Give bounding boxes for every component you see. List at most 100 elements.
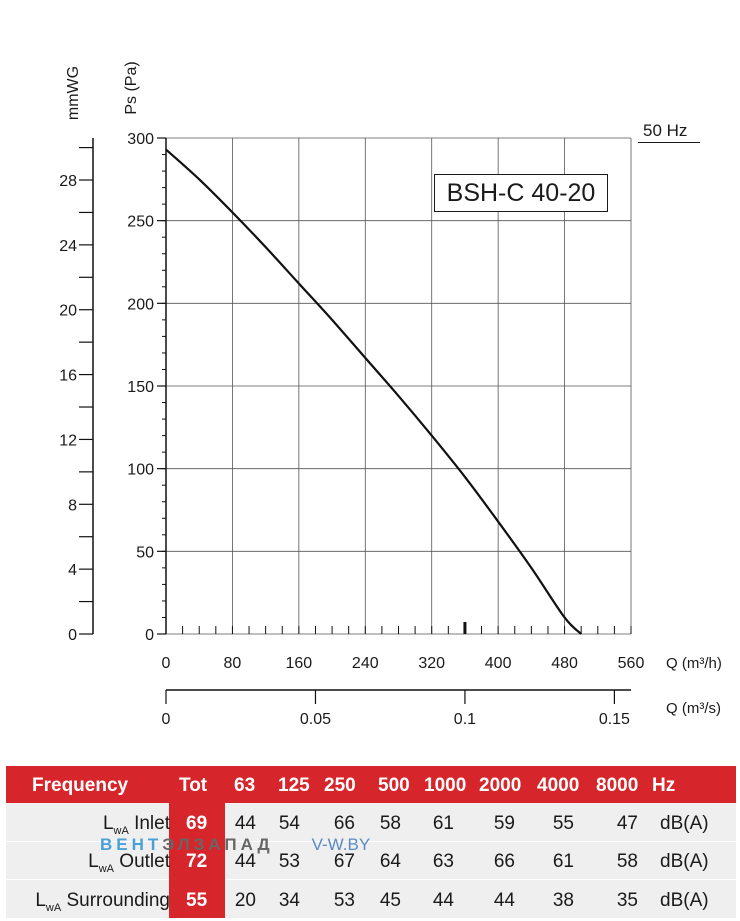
band-value: 44 xyxy=(234,813,256,834)
x-tick-label: 480 xyxy=(551,655,578,672)
x2-tick-label: 0.05 xyxy=(300,711,331,728)
tot-value: 69 xyxy=(186,813,208,834)
y2-tick-label: 24 xyxy=(59,238,77,255)
unit-cell: dB(A) xyxy=(660,890,709,911)
header-cell: 2000 xyxy=(479,775,522,796)
y-tick-label: 150 xyxy=(127,379,154,396)
header-cell: 500 xyxy=(378,775,410,796)
header-cell: 250 xyxy=(324,775,356,796)
y2-tick-label: 0 xyxy=(68,627,77,644)
band-value: 61 xyxy=(552,851,574,872)
table-row xyxy=(6,803,736,841)
band-value: 44 xyxy=(432,890,454,911)
y-tick-label: 0 xyxy=(145,627,154,644)
table-header-row xyxy=(6,766,736,803)
x-tick-label: 80 xyxy=(224,655,242,672)
x-tick-label: 560 xyxy=(618,655,645,672)
header-frequency: Frequency xyxy=(32,775,129,796)
header-cell: 125 xyxy=(278,775,310,796)
chart-grid xyxy=(165,137,632,635)
row-label: LwA Surrounding xyxy=(35,890,170,914)
y2-tick-label: 28 xyxy=(59,173,77,190)
x-tick-label: 240 xyxy=(352,655,379,672)
chart-ticks xyxy=(79,137,632,704)
row-label-rest: Surrounding xyxy=(61,890,170,911)
band-value: 58 xyxy=(379,813,401,834)
sound-power-table: Frequency Tot 63 125 250 500 1000 2000 4000 8000 H… xyxy=(6,766,736,918)
band-value: 59 xyxy=(493,813,515,834)
tot-column xyxy=(169,803,225,918)
band-value: 55 xyxy=(552,813,574,834)
row-label-rest: Inlet xyxy=(128,813,170,834)
band-value: 54 xyxy=(278,813,300,834)
row-separator xyxy=(6,841,736,842)
row-label-main: L xyxy=(102,813,114,834)
y-tick-label: 100 xyxy=(127,462,154,479)
y2-tick-label: 12 xyxy=(59,432,77,449)
band-value: 47 xyxy=(616,813,638,834)
y-tick-label: 50 xyxy=(136,544,154,561)
table-row xyxy=(6,880,736,918)
header-cell: 1000 xyxy=(424,775,467,796)
header-cell: 4000 xyxy=(537,775,580,796)
x-tick-label: 0 xyxy=(162,655,171,672)
band-value: 58 xyxy=(616,851,638,872)
y2-tick-label: 16 xyxy=(59,368,77,385)
y-tick-label: 200 xyxy=(127,296,154,313)
band-value: 20 xyxy=(234,890,256,911)
band-value: 44 xyxy=(493,890,515,911)
band-value: 34 xyxy=(278,890,300,911)
chart-labels: 0 50 100 150 200 250 300 0 4 8 12 16 20 24 28 Ps (Pa) mm… xyxy=(59,61,722,728)
x2-axis-title: Q (m³/s) xyxy=(666,700,721,717)
unit-cell: dB(A) xyxy=(660,851,709,872)
band-value: 53 xyxy=(333,890,355,911)
y2-tick-label: 20 xyxy=(59,303,77,320)
band-value: 63 xyxy=(432,851,454,872)
band-value: 35 xyxy=(616,890,638,911)
band-value: 38 xyxy=(552,890,574,911)
band-value: 66 xyxy=(333,813,355,834)
band-value: 61 xyxy=(432,813,454,834)
y2-axis-title: mmWG xyxy=(65,66,82,120)
x2-tick-label: 0.1 xyxy=(454,711,476,728)
row-label-main: L xyxy=(88,851,99,872)
band-value: 67 xyxy=(333,851,355,872)
fan-performance-chart: 0 50 100 150 200 250 300 0 4 8 12 16 20 24 28 Ps (Pa) mm… xyxy=(59,61,722,728)
table-row xyxy=(6,842,736,880)
x-tick-label: 320 xyxy=(418,655,445,672)
watermark-part1: ВЕНТ xyxy=(100,835,163,854)
frequency-label: 50 Hz xyxy=(643,121,688,140)
watermark-part2: ЭЛЗАПАД xyxy=(162,835,274,854)
row-label-sub: wA xyxy=(45,901,62,914)
row-label-sub: wA xyxy=(98,862,115,875)
band-value: 44 xyxy=(234,851,256,872)
header-cell: 8000 xyxy=(596,775,639,796)
band-value: 66 xyxy=(493,851,515,872)
x-axis-title: Q (m³/h) xyxy=(666,655,722,672)
row-label: LwA Inlet xyxy=(103,813,170,837)
y-axis-title: Ps (Pa) xyxy=(123,61,140,114)
x2-tick-label: 0 xyxy=(162,711,171,728)
x2-tick-label: 0.15 xyxy=(599,711,630,728)
frequency-underline xyxy=(638,142,700,143)
watermark: ВЕНТЭЛЗАПАД V-W.BY xyxy=(100,835,370,855)
y2-tick-label: 8 xyxy=(68,497,77,514)
x-tick-label: 400 xyxy=(485,655,512,672)
tot-value: 72 xyxy=(186,851,208,872)
watermark-url: V-W.BY xyxy=(311,835,371,854)
row-label-rest: Outlet xyxy=(114,851,170,872)
header-cell: Tot xyxy=(179,775,208,796)
tot-value: 55 xyxy=(186,890,208,911)
y-tick-label: 300 xyxy=(127,131,154,148)
header-cell: Hz xyxy=(652,775,676,796)
band-value: 53 xyxy=(278,851,300,872)
row-label: LwA Outlet xyxy=(88,851,170,875)
band-value: 45 xyxy=(379,890,401,911)
row-separator xyxy=(6,879,736,880)
row-label-sub: wA xyxy=(113,824,129,837)
y-tick-label: 250 xyxy=(127,214,154,231)
header-cell: 63 xyxy=(234,775,256,796)
band-value: 64 xyxy=(379,851,401,872)
model-label: BSH-C 40-20 xyxy=(434,174,608,212)
unit-cell: dB(A) xyxy=(660,813,709,834)
